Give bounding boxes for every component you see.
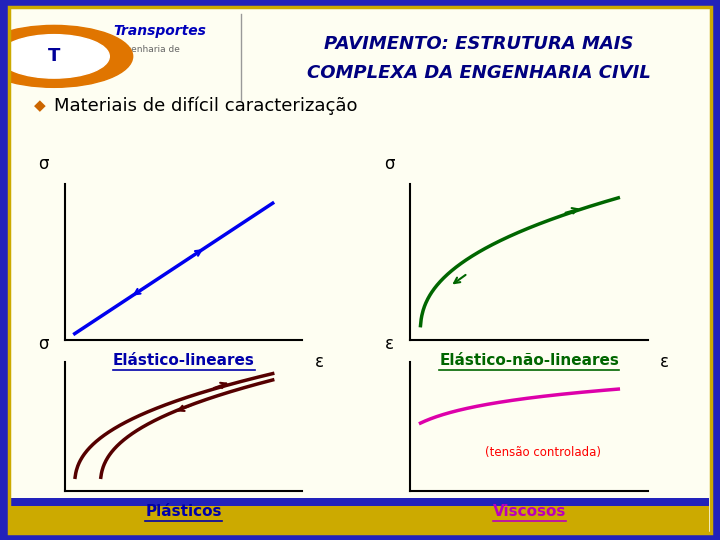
Text: Viscosos: Viscosos xyxy=(492,504,566,519)
Text: (tensão controlada): (tensão controlada) xyxy=(485,446,601,459)
Text: Engenharia de: Engenharia de xyxy=(114,45,179,54)
Text: σ: σ xyxy=(38,335,49,353)
Text: Plásticos: Plásticos xyxy=(145,504,222,519)
Text: ε: ε xyxy=(660,353,669,371)
Text: σ: σ xyxy=(38,154,49,173)
Text: T: T xyxy=(48,48,60,65)
Circle shape xyxy=(0,25,132,87)
Text: ε: ε xyxy=(315,502,323,520)
Text: σ: σ xyxy=(384,154,395,173)
Text: COMPLEXA DA ENGENHARIA CIVIL: COMPLEXA DA ENGENHARIA CIVIL xyxy=(307,64,651,82)
Text: Elástico-não-lineares: Elástico-não-lineares xyxy=(439,353,619,368)
Text: Elástico-lineares: Elástico-lineares xyxy=(112,353,255,368)
Text: Materiais de difícil caracterização: Materiais de difícil caracterização xyxy=(54,96,358,114)
Text: ε: ε xyxy=(384,335,394,353)
Text: Transportes: Transportes xyxy=(114,24,207,38)
Text: ε: ε xyxy=(315,353,323,371)
Circle shape xyxy=(0,35,109,78)
Text: t: t xyxy=(662,502,668,520)
Text: ◆: ◆ xyxy=(34,98,45,113)
Text: PAVIMENTO: ESTRUTURA MAIS: PAVIMENTO: ESTRUTURA MAIS xyxy=(324,35,634,53)
